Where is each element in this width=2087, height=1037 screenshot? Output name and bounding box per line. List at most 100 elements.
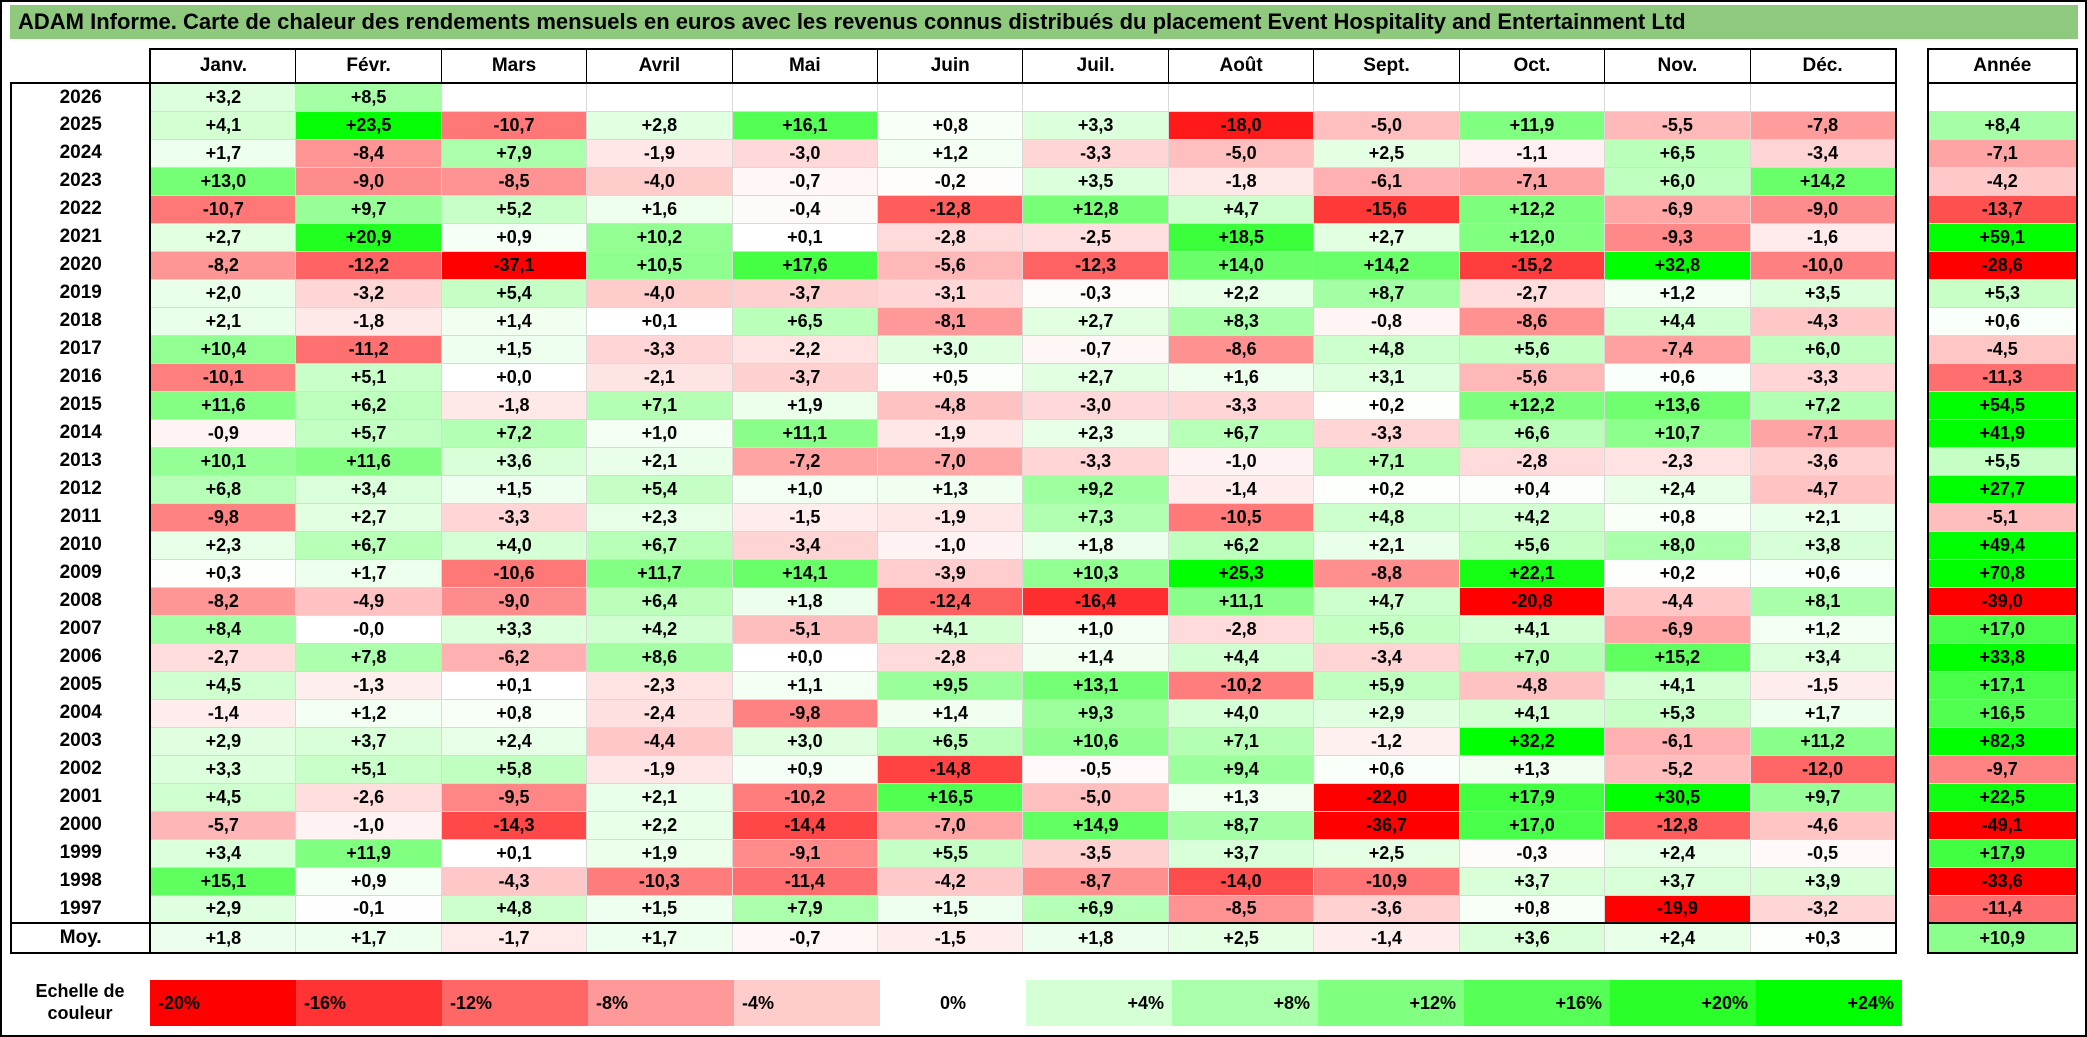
scale-tick: +12% — [1318, 980, 1464, 1026]
heatmap-cell: +1,1 — [731, 670, 879, 700]
heatmap-cell: -5,0 — [1022, 782, 1169, 812]
heatmap-cell: -3,9 — [877, 558, 1024, 588]
year-row: 2002 +3,3 +5,1 +5,8 -1,9 +0,9 -14,8 -0,5 +9,4 +0,… — [9, 754, 1897, 784]
heatmap-cell: -1,8 — [1167, 166, 1315, 196]
heatmap-cell: +2,7 — [1022, 362, 1169, 392]
heatmap-cell — [731, 82, 879, 112]
heatmap-cell: +0,6 — [1604, 362, 1751, 392]
annual-row: +8,4 — [1926, 110, 2079, 140]
year-row: 2016 -10,1 +5,1 +0,0 -2,1 -3,7 +0,5 +2,7 +1,6 +3,… — [9, 362, 1897, 392]
heatmap-cell: +9,5 — [877, 670, 1024, 700]
heatmap-cell: +2,5 — [1313, 138, 1460, 168]
heatmap-cell: -10,6 — [440, 558, 588, 588]
annual-average-cell: +10,9 — [1926, 922, 2079, 954]
heatmap-cell: -0,0 — [295, 614, 442, 644]
month-header: Oct. — [1458, 48, 1606, 84]
heatmap-cell: -1,8 — [440, 390, 588, 420]
heatmap-cell: +10,7 — [1604, 418, 1751, 448]
annual-row: -9,7 — [1926, 754, 2079, 784]
heatmap-cell: +7,9 — [731, 894, 879, 924]
heatmap-cell: -4,8 — [1458, 670, 1606, 700]
year-label: 1997 — [9, 895, 152, 923]
heatmap-cell: +2,1 — [586, 446, 733, 476]
heatmap-cell: +12,2 — [1458, 194, 1606, 224]
heatmap-cell: -15,6 — [1313, 194, 1460, 224]
heatmap-cell: -3,4 — [1313, 642, 1460, 672]
heatmap-cell: +0,8 — [440, 698, 588, 728]
heatmap-cell: -6,9 — [1604, 614, 1751, 644]
heatmap-cell: +2,7 — [295, 502, 442, 532]
annual-cell: +22,5 — [1926, 782, 2079, 812]
heatmap-cell: +3,1 — [1313, 362, 1460, 392]
heatmap-cell: +7,1 — [1167, 726, 1315, 756]
year-row: 2004 -1,4 +1,2 +0,8 -2,4 -9,8 +1,4 +9,3 +4,0 +2,9… — [9, 698, 1897, 728]
scale-tick: +24% — [1756, 980, 1902, 1026]
annual-row: +17,0 — [1926, 614, 2079, 644]
annual-returns-table: Année +8,4 -7,1 -4,2 -13,7 +59,1 -28,6 +5,3 +0,6… — [1926, 48, 2079, 954]
year-label: 2006 — [9, 643, 152, 671]
annual-cell: +17,1 — [1926, 670, 2079, 700]
annual-cell: -4,2 — [1926, 166, 2079, 196]
heatmap-cell: +11,7 — [586, 558, 733, 588]
scale-tick: -16% — [296, 980, 442, 1026]
heatmap-cell: -10,3 — [586, 866, 733, 896]
heatmap-cell: +12,0 — [1458, 222, 1606, 252]
heatmap-cell: -11,2 — [295, 334, 442, 364]
heatmap-cell: +6,0 — [1604, 166, 1751, 196]
heatmap-cell — [586, 82, 733, 112]
heatmap-cell: +1,4 — [440, 306, 588, 336]
year-label: 2016 — [9, 363, 152, 391]
scale-tick: -12% — [442, 980, 588, 1026]
heatmap-cell: -1,5 — [731, 502, 879, 532]
heatmap-cell: -8,6 — [1167, 334, 1315, 364]
heatmap-cell: -2,8 — [877, 222, 1024, 252]
heatmap-cell: -7,1 — [1458, 166, 1606, 196]
heatmap-cell: +1,8 — [1022, 530, 1169, 560]
heatmap-cell: +14,1 — [731, 558, 879, 588]
heatmap-cell: +1,7 — [1749, 698, 1897, 728]
heatmap-cell: +10,2 — [586, 222, 733, 252]
heatmap-cell: -1,0 — [295, 810, 442, 840]
heatmap-cell: -3,3 — [586, 334, 733, 364]
heatmap-cell: -8,6 — [1458, 306, 1606, 336]
heatmap-cell: +2,3 — [149, 530, 297, 560]
average-cell: -1,7 — [440, 922, 588, 954]
heatmap-cell: +32,2 — [1458, 726, 1606, 756]
year-row: 2015 +11,6 +6,2 -1,8 +7,1 +1,9 -4,8 -3,0 -3,3 +0,… — [9, 390, 1897, 420]
year-row: 2011 -9,8 +2,7 -3,3 +2,3 -1,5 -1,9 +7,3 -10,5 +4,… — [9, 502, 1897, 532]
heatmap-cell: +6,9 — [1022, 894, 1169, 924]
heatmap-cell: +11,6 — [149, 390, 297, 420]
heatmap-cell: +0,8 — [1458, 894, 1606, 924]
average-cell: +1,8 — [149, 922, 297, 954]
year-label: 2010 — [9, 531, 152, 559]
average-cell: +2,4 — [1604, 922, 1751, 954]
annual-row: -5,1 — [1926, 502, 2079, 532]
heatmap-cell: +0,2 — [1604, 558, 1751, 588]
heatmap-cell: +0,1 — [731, 222, 879, 252]
heatmap-cell: -9,0 — [295, 166, 442, 196]
scale-tick: 0% — [880, 980, 1026, 1026]
heatmap-cell: -1,0 — [877, 530, 1024, 560]
heatmap-cell: +3,5 — [1022, 166, 1169, 196]
heatmap-cell: +6,7 — [586, 530, 733, 560]
heatmap-cell: +6,7 — [1167, 418, 1315, 448]
heatmap-cell: +4,1 — [877, 614, 1024, 644]
year-label: 1999 — [9, 839, 152, 867]
heatmap-cell: -3,7 — [731, 278, 879, 308]
heatmap-cell: +16,1 — [731, 110, 879, 140]
heatmap-cell: -7,0 — [877, 810, 1024, 840]
heatmap-cell: -7,8 — [1749, 110, 1897, 140]
heatmap-cell: -8,7 — [1022, 866, 1169, 896]
heatmap-cell: -10,5 — [1167, 502, 1315, 532]
heatmap-cell: +2,1 — [1313, 530, 1460, 560]
heatmap-cell: -8,5 — [1167, 894, 1315, 924]
annual-cell: -4,5 — [1926, 334, 2079, 364]
heatmap-cell: +2,1 — [586, 782, 733, 812]
annual-average-row: +10,9 — [1926, 922, 2079, 954]
annual-cell: +54,5 — [1926, 390, 2079, 420]
heatmap-cell: +4,4 — [1167, 642, 1315, 672]
heatmap-cell: -2,4 — [586, 698, 733, 728]
heatmap-cell: -0,4 — [731, 194, 879, 224]
year-row: 2021 +2,7 +20,9 +0,9 +10,2 +0,1 -2,8 -2,5 +18,5 +… — [9, 222, 1897, 252]
heatmap-cell: +5,1 — [295, 362, 442, 392]
